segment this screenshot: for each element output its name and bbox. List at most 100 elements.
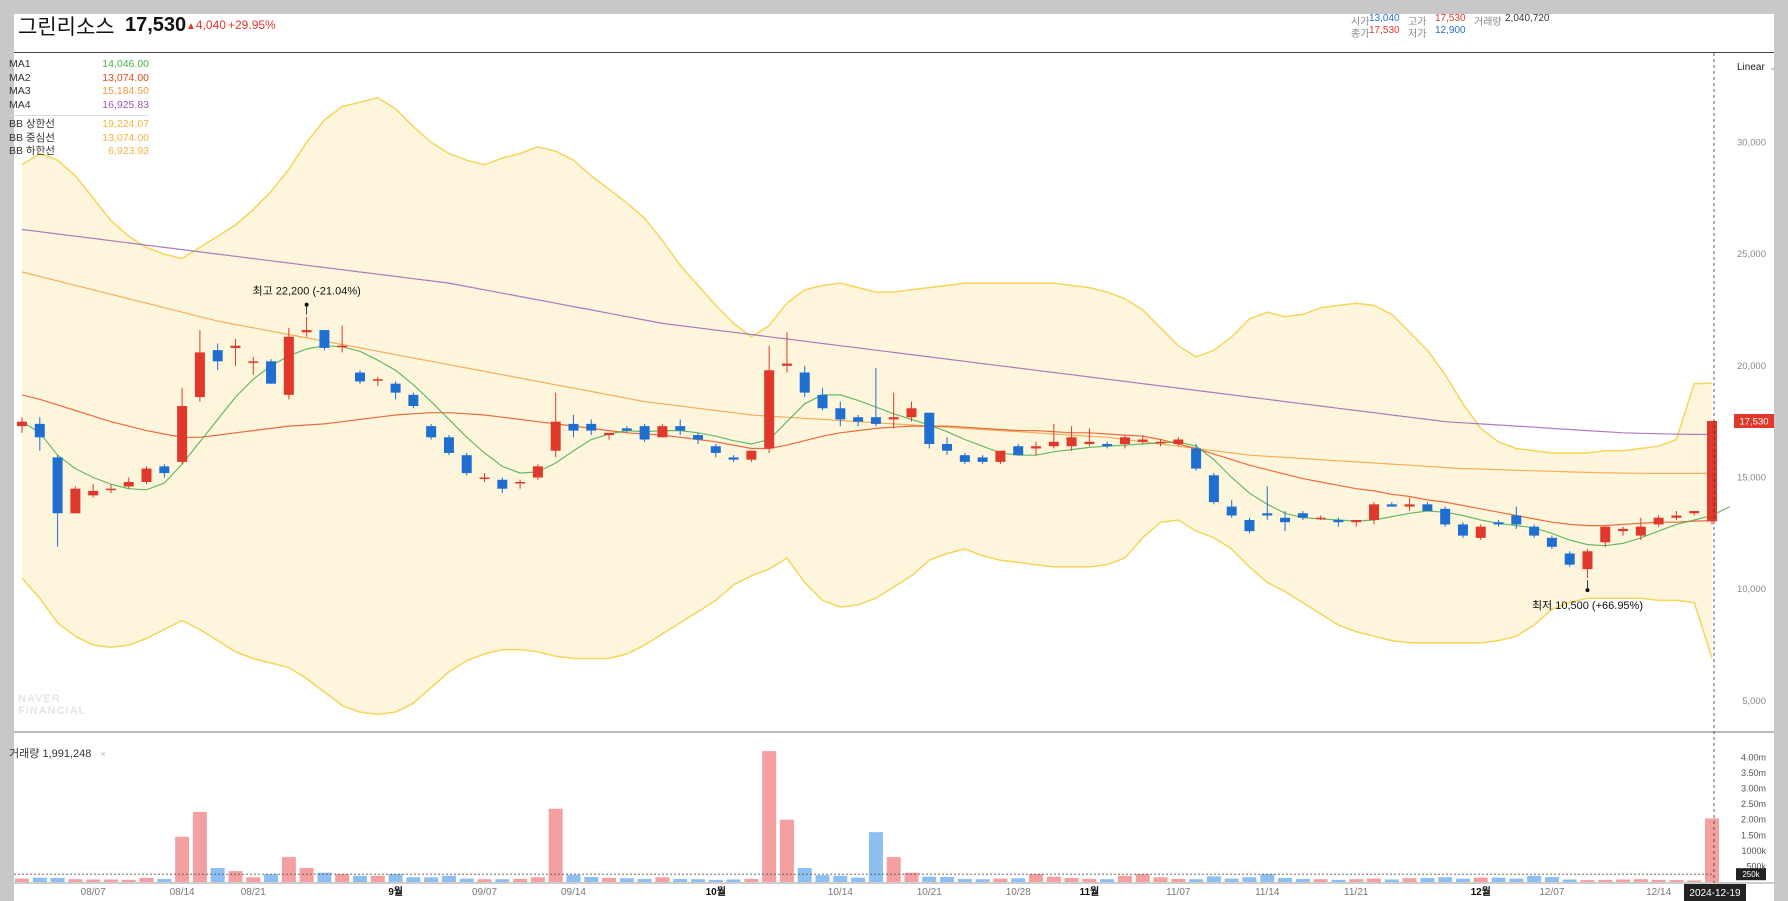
bollinger-band-fill [22,97,1712,715]
candle [212,350,223,362]
volume-bar [566,874,581,882]
volume-bar [1100,879,1115,882]
volume-bar [406,877,421,882]
candle [1244,519,1255,532]
ma3-line [21,271,1712,474]
indicator-legend: MA1 14,046.00 MA2 13,074.00 MA3 15,184.50 M… [9,58,149,159]
volume-bar [139,877,154,882]
candle [1351,519,1362,523]
volume-bar [655,877,670,882]
x-tick-label: 08/14 [170,887,195,898]
x-tick-label: 10월 [706,886,726,898]
volume-bar [762,751,777,882]
volume-bar [1242,877,1257,882]
close-icon[interactable]: × [100,749,106,759]
x-tick-label: 12/14 [1646,887,1671,898]
x-tick-label: 11/07 [1166,887,1191,898]
volume-bar [1224,878,1239,882]
volume-bar [317,872,332,882]
volume-bar [157,878,172,882]
stock-header: 그린리소스 17,530 ▲4,040 +29.95% 시가 13,040 고가… [14,13,1774,53]
volume-bar [1135,874,1150,882]
candle [959,455,970,462]
volume-bar [1651,879,1666,882]
volume-bar [353,875,367,882]
volume-bar [1509,878,1524,882]
crosshair-date-label: 2024-12-19 [1689,888,1741,899]
candle [372,379,383,381]
volume-bar [370,875,385,882]
volume-bar [1598,879,1613,882]
price-change: ▲4,040 [186,18,226,32]
volume-bar [1349,879,1364,882]
scale-toggle[interactable]: Linear ⌄ [1737,62,1776,73]
volume-bar [388,874,403,882]
volume-bar [495,879,510,882]
current-price-tag [1734,413,1774,428]
volume-tick-label: 3.50m [1741,768,1766,778]
candle [1653,517,1664,525]
candle [105,488,116,491]
candle [870,417,881,424]
candle [1457,524,1468,536]
volume-bar [584,877,599,882]
candle [337,345,348,348]
candle [1386,504,1397,507]
candle [177,406,188,462]
candle [70,488,81,514]
candle [906,408,917,418]
ma4-line [21,228,1713,436]
volume-bar [477,879,492,882]
candle [1102,444,1113,447]
candle [141,468,152,482]
volume-tick-label: 4.00m [1741,752,1766,762]
candle [1297,513,1308,518]
close-label: 종가 [1351,29,1370,40]
candle [497,479,508,489]
stock-name: 그린리소스 [18,16,115,39]
volume-bar [264,874,279,882]
volume-bar [1367,878,1381,882]
volume-bar [940,877,955,882]
candle [1262,513,1273,516]
volume-bar [50,877,65,882]
candle [1475,526,1486,538]
candle [1048,441,1059,447]
candle [621,428,632,431]
candle [461,455,472,474]
candle [799,372,810,393]
candle [1440,508,1451,525]
volume-label: 거래량 [1474,17,1502,28]
candle [408,394,419,407]
candle [123,481,134,487]
annotation-high-label: 최고 22,200 (-21.04%) [252,285,360,298]
candle [550,421,561,451]
price-tick-label: 20,000 [1737,361,1766,372]
legend-bb-upper: BB 상한선 19,224.07 [9,118,149,130]
volume-bar [868,832,883,882]
price-tick-label: 10,000 [1737,584,1766,595]
x-tick-label: 09/07 [472,887,497,898]
volume-tick-label: 3.00m [1741,784,1766,794]
volume-tick-label: 1.50m [1741,830,1766,840]
volume-bar [548,808,563,882]
volume-bar [86,879,101,882]
current-price-tag-label: 17,530 [1739,416,1768,427]
candle [301,330,312,333]
volume-bar [637,878,652,882]
high-value: 17,530 [1435,13,1466,24]
candle [1333,519,1344,523]
legend-ma1: MA1 14,046.00 [9,58,149,70]
candle [230,345,241,348]
x-tick-label: 09/14 [561,887,586,898]
candle [194,352,205,398]
legend-ma3: MA3 15,184.50 [9,85,149,97]
volume-bar [1260,874,1275,882]
volume-bar [922,876,937,882]
volume-bar [744,878,759,882]
open-value: 13,040 [1369,13,1400,24]
price-tick-label: 15,000 [1737,473,1766,484]
volume-bar [299,867,314,882]
crosshair-date-tag [1684,884,1746,901]
